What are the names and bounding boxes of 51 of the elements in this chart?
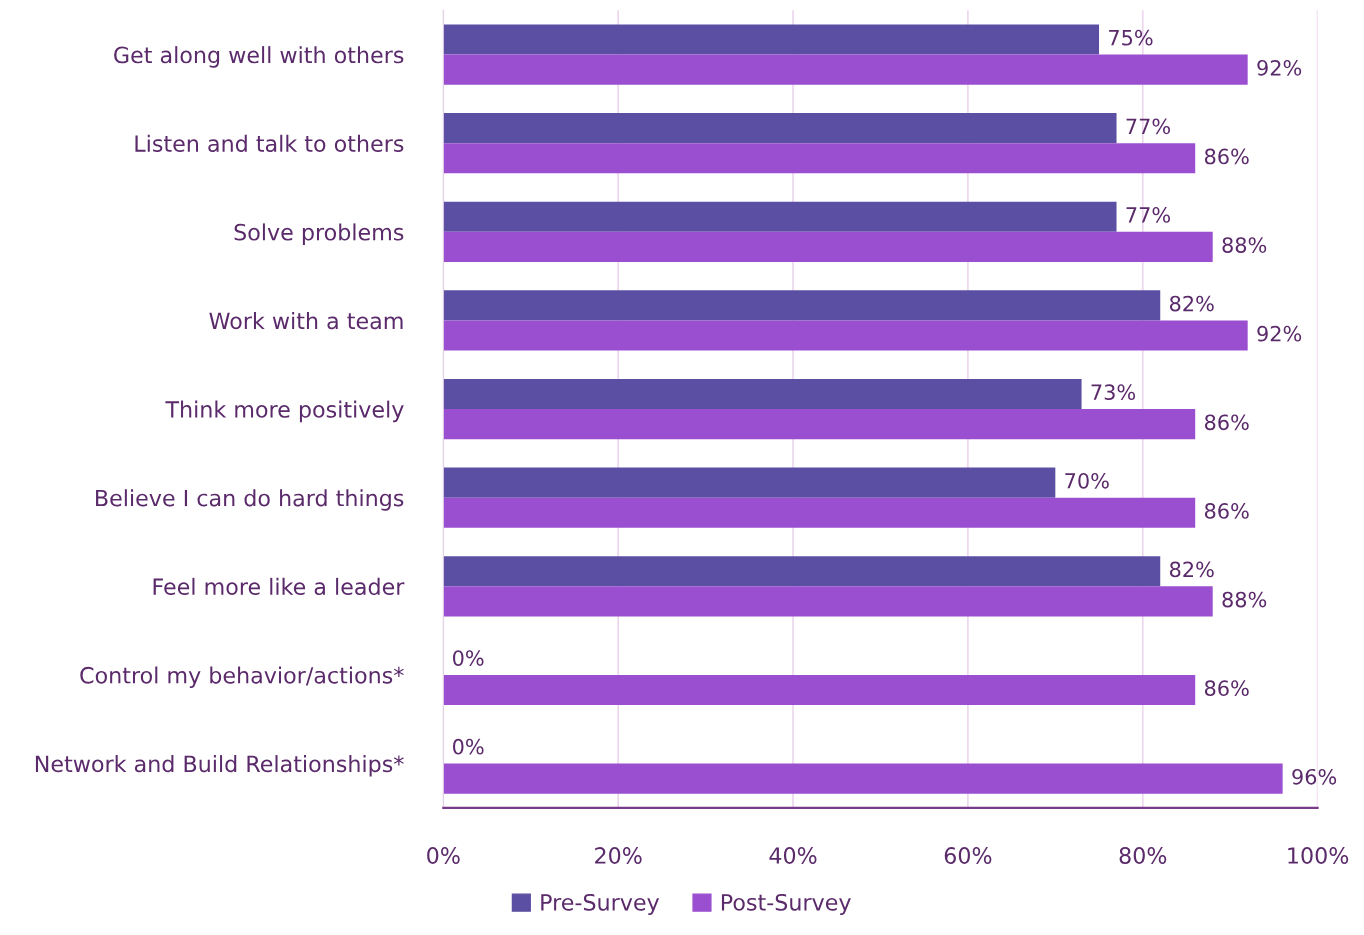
bar: [443, 409, 1196, 440]
bar: [443, 143, 1196, 174]
data-label: 73%: [1091, 384, 1136, 401]
data-label: 86%: [1204, 148, 1249, 165]
bar: [443, 556, 1161, 587]
data-label: 70%: [1065, 472, 1109, 489]
data-label: 82%: [1169, 561, 1214, 578]
legend-label: Pre-Survey: [541, 893, 660, 915]
data-label: 86%: [1204, 503, 1249, 519]
y-tick-label: Get along well with others: [114, 46, 404, 68]
bar: [443, 586, 1213, 617]
x-tick-label: 20%: [595, 847, 642, 864]
y-tick-label: Believe I can do hard things: [96, 489, 404, 511]
data-label: 86%: [1204, 414, 1249, 431]
data-label: 88%: [1222, 591, 1267, 608]
data-label: 77%: [1126, 118, 1171, 135]
bar: [443, 231, 1213, 262]
bar: [443, 290, 1161, 321]
bar: [443, 113, 1117, 144]
y-tick-label: Network and Build Relationships*: [35, 755, 404, 777]
x-tick-label: 40%: [769, 847, 817, 864]
data-label: 88%: [1222, 237, 1267, 253]
x-tick-label: 0%: [427, 847, 460, 864]
x-tick-label: 80%: [1119, 847, 1167, 864]
data-label: 77%: [1126, 207, 1171, 223]
bar: [443, 378, 1082, 410]
bar: [443, 763, 1283, 794]
data-label: 92%: [1257, 59, 1302, 76]
y-tick-label: Control my behavior/actions*: [80, 666, 404, 688]
data-label: 0%: [453, 650, 484, 666]
data-label: 86%: [1204, 680, 1249, 697]
bar: [443, 320, 1248, 351]
y-tick-label: Solve problems: [234, 223, 404, 245]
y-tick-label: Work with a team: [209, 312, 403, 330]
x-tick-label: 100%: [1288, 847, 1349, 864]
x-tick-label: 60%: [944, 847, 992, 864]
y-tick-label: Think more positively: [165, 400, 404, 423]
bar: [443, 674, 1196, 706]
y-tick-label: Listen and talk to others: [135, 134, 404, 152]
data-label: 0%: [453, 738, 484, 755]
y-tick-label: Feel more like a leader: [153, 577, 405, 596]
bar: [443, 201, 1117, 232]
bar: [443, 24, 1100, 55]
legend-label: Post-Survey: [721, 893, 851, 915]
bar: [443, 497, 1196, 528]
bar: [443, 467, 1056, 498]
data-label: 82%: [1169, 295, 1214, 312]
bar: [443, 54, 1248, 85]
data-label: 75%: [1109, 29, 1153, 46]
data-label: 96%: [1292, 768, 1337, 785]
data-label: 92%: [1257, 325, 1302, 342]
